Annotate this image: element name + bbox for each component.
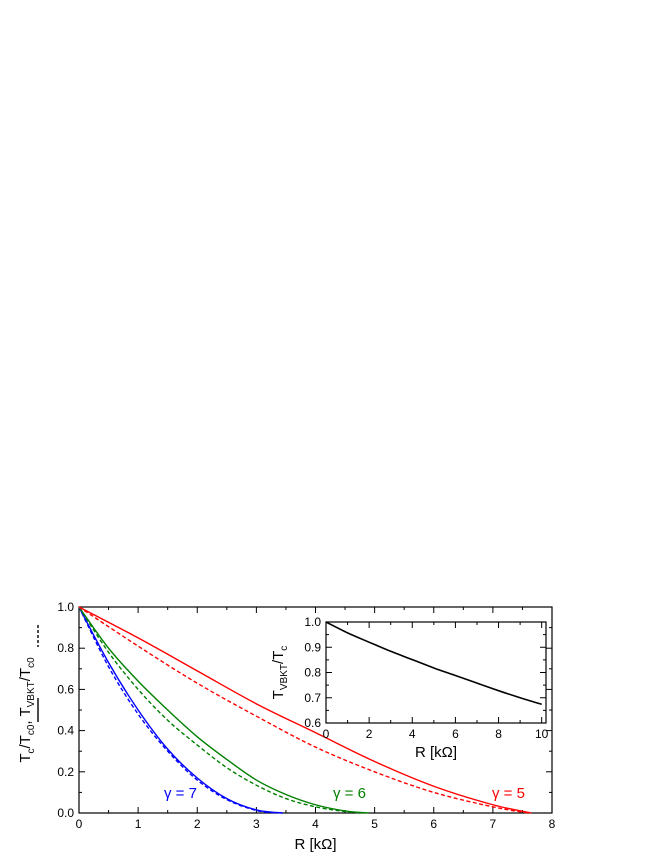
y-axis-label-part: /T: [17, 735, 34, 748]
main-y-tick-label: 0.6: [57, 682, 74, 696]
inset-plot: 0 2 4 6 8 10 0.6 0.7 0.8 0.9 1.0 R [kΩ] TVBKT/Tc: [270, 615, 549, 761]
y-axis-label-subscript: c: [26, 749, 37, 754]
gamma-annotation-2: γ = 5: [492, 785, 525, 802]
y-axis-label-subscript: c0: [26, 724, 37, 735]
inset-x-tick-label: 6: [452, 727, 459, 741]
y-axis-label-part: , T: [17, 707, 34, 724]
inset-x-tick-label: 8: [495, 727, 502, 741]
main-y-axis-label: Tc/Tc0, TVBKT/Tc0: [17, 657, 37, 763]
inset-x-tick-label: 0: [323, 727, 330, 741]
inset-x-axis-label: R [kΩ]: [415, 744, 457, 761]
main-x-tick-label: 0: [76, 817, 83, 831]
inset-y-tick-label: 0.7: [304, 691, 321, 705]
y-axis-label-part: /T: [17, 668, 34, 681]
main-y-tick-label: 1.0: [57, 600, 74, 614]
y-axis-label-part: T: [17, 754, 34, 763]
main-x-axis-label: R [kΩ]: [294, 836, 336, 853]
main-y-tick-label: 0.8: [57, 641, 74, 655]
inset-y-label-part: T: [270, 690, 287, 699]
inset-y-label-part: /T: [270, 651, 287, 664]
inset-series-line-0: [325, 621, 542, 706]
gamma-annotation-0: γ = 7: [164, 785, 197, 802]
inset-y-tick-label: 0.9: [304, 640, 321, 654]
inset-x-tick-label: 2: [366, 727, 373, 741]
main-x-tick-label: 6: [430, 817, 437, 831]
main-series-line-3: [78, 606, 366, 814]
main-x-tick-label: 5: [371, 817, 378, 831]
main-x-tick-label: 4: [312, 817, 319, 831]
y-axis-label-subscript: c0: [26, 657, 37, 668]
main-x-tick-label: 3: [253, 817, 260, 831]
main-series-line-4: [78, 606, 532, 814]
inset-y-tick-label: 0.6: [304, 716, 321, 730]
inset-y-label-subscript: c: [279, 646, 290, 651]
inset-x-tick-label: 4: [409, 727, 416, 741]
main-x-tick-label: 8: [549, 817, 556, 831]
main-y-tick-label: 0.4: [57, 724, 74, 738]
gamma-annotation-1: γ = 6: [333, 785, 366, 802]
main-x-tick-label: 7: [490, 817, 497, 831]
main-series-line-5: [78, 606, 529, 814]
main-y-tick-label: 0.0: [57, 806, 74, 820]
main-x-tick-label: 2: [194, 817, 201, 831]
inset-y-tick-label: 1.0: [304, 615, 321, 629]
inset-x-tick-label: 10: [535, 727, 549, 741]
main-series-line-1: [78, 606, 278, 814]
main-y-tick-label: 0.2: [57, 765, 74, 779]
inset-y-label-subscript: VBKT: [279, 664, 290, 690]
y-axis-label-subscript: VBKT: [26, 681, 37, 707]
inset-y-axis-label: TVBKT/Tc: [270, 646, 290, 700]
main-series-line-2: [78, 606, 369, 814]
inset-y-tick-label: 0.8: [304, 666, 321, 680]
main-x-tick-label: 1: [135, 817, 142, 831]
